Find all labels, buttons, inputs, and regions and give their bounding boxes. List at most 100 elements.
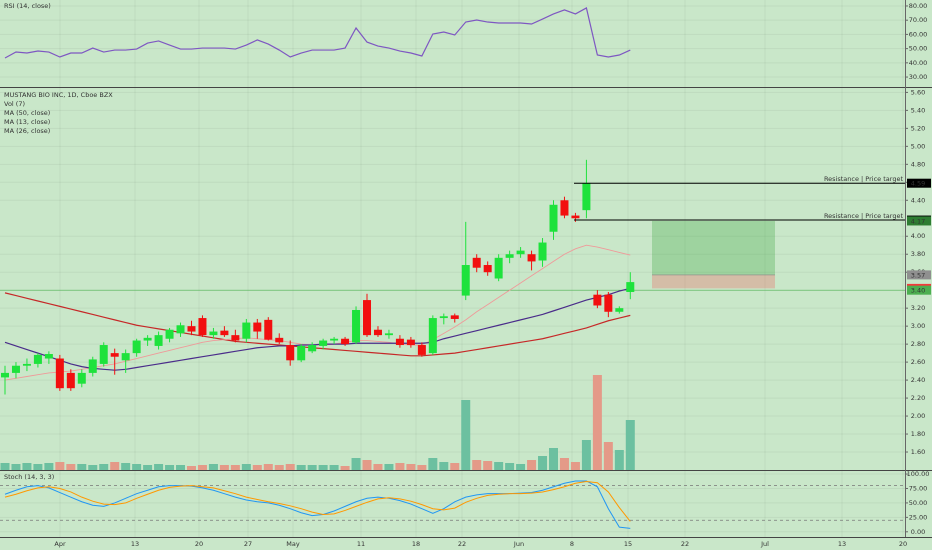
candle-body xyxy=(110,353,119,357)
candle-body xyxy=(220,330,229,336)
volume-bar xyxy=(230,465,240,470)
candle-body xyxy=(143,337,152,341)
y-tick-label: 4.40 xyxy=(911,196,925,204)
volume-bar xyxy=(592,375,602,470)
y-tick-label: 1.60 xyxy=(911,448,925,456)
candle-body xyxy=(439,316,448,319)
volume-bar xyxy=(516,464,526,470)
volume-bar xyxy=(252,465,262,470)
candle-body xyxy=(571,215,580,219)
candle-body xyxy=(516,250,525,255)
y-tick-label: 5.00 xyxy=(911,142,925,150)
x-tick-label: 11 xyxy=(357,540,365,548)
candle-body xyxy=(154,335,163,346)
candle-body xyxy=(494,257,503,279)
volume-legend: Vol (7) xyxy=(4,100,25,108)
y-tick-label: 2.80 xyxy=(911,340,925,348)
volume-bar xyxy=(527,460,537,470)
y-tick-label: 5.60 xyxy=(911,88,925,96)
candle-body xyxy=(99,345,108,364)
candle-body xyxy=(593,294,602,306)
volume-bar xyxy=(44,463,54,470)
volume-bar xyxy=(274,465,284,470)
candle-body xyxy=(352,309,361,343)
volume-bar xyxy=(417,465,427,470)
volume-bar xyxy=(55,462,65,470)
candle-body xyxy=(308,345,317,352)
price-label: 4.59 xyxy=(911,180,925,188)
candle-body xyxy=(472,257,481,268)
y-tick-label: 4.80 xyxy=(911,160,925,168)
volume-bar xyxy=(625,420,635,470)
candle-body xyxy=(11,365,20,373)
rsi-title: RSI (14, close) xyxy=(4,2,51,10)
candle-body xyxy=(176,325,185,334)
candle-body xyxy=(319,340,328,346)
volume-bar xyxy=(186,466,196,470)
volume-bar xyxy=(208,464,218,470)
volume-bar xyxy=(395,463,405,470)
annotation-text: Resistance | Price target xyxy=(824,175,903,183)
y-tick-label: 3.80 xyxy=(911,250,925,258)
stop-zone xyxy=(652,274,775,289)
candle-body xyxy=(527,254,536,262)
y-tick-label: 25.00 xyxy=(909,513,928,521)
candle-body xyxy=(77,372,86,384)
candle-body xyxy=(582,183,591,211)
y-tick-label: 4.00 xyxy=(911,232,925,240)
candle-body xyxy=(33,354,42,364)
y-tick-label: 60.00 xyxy=(909,30,928,38)
volume-bar xyxy=(33,464,43,470)
candle-body xyxy=(231,335,240,341)
volume-bar xyxy=(22,463,32,470)
y-tick-label: 0.00 xyxy=(911,528,925,536)
price-label-box xyxy=(907,270,931,280)
volume-bar xyxy=(197,465,207,470)
annotation-text: Resistance | Price target xyxy=(824,212,903,220)
candle-body xyxy=(406,339,415,346)
x-tick-label: Jul xyxy=(760,540,769,548)
candle-body xyxy=(330,338,339,341)
volume-bar xyxy=(154,464,164,470)
volume-bar xyxy=(88,465,98,470)
series-line xyxy=(4,7,631,59)
y-tick-label: 2.40 xyxy=(911,376,925,384)
y-tick-label: 50.00 xyxy=(909,45,928,53)
volume-bar xyxy=(472,460,482,470)
volume-bar xyxy=(241,464,251,470)
candle-body xyxy=(428,318,437,354)
y-tick-label: 5.20 xyxy=(911,124,925,132)
volume-bar xyxy=(99,464,109,470)
candle-body xyxy=(450,315,459,319)
x-tick-label: 20 xyxy=(195,540,203,548)
candle-body xyxy=(560,200,569,216)
candle-body xyxy=(275,337,284,343)
volume-bar xyxy=(318,465,328,470)
volume-bar xyxy=(450,463,460,470)
candle-body xyxy=(417,345,426,355)
volume-bar xyxy=(11,464,21,470)
volume-bar xyxy=(505,463,515,470)
candle-body xyxy=(341,338,350,345)
y-tick-label: 2.00 xyxy=(911,412,925,420)
candle-body xyxy=(44,354,53,359)
volume-bar xyxy=(340,466,350,470)
candle-body xyxy=(505,254,514,258)
x-tick-label: 22 xyxy=(458,540,466,548)
candle-body xyxy=(373,329,382,336)
volume-bar xyxy=(483,461,493,470)
y-tick-label: 80.00 xyxy=(909,2,928,10)
candle-body xyxy=(286,345,295,361)
volume-bar xyxy=(384,464,394,470)
y-tick-label: 2.60 xyxy=(911,358,925,366)
volume-bar xyxy=(110,462,120,470)
ma-legend: MA (13, close) xyxy=(4,118,50,126)
candle-body xyxy=(253,322,262,332)
candle-body xyxy=(549,204,558,232)
candle-body xyxy=(187,326,196,332)
volume-bar xyxy=(428,458,438,470)
x-tick-label: 13 xyxy=(131,540,139,548)
plot: Resistance | Price target Resistance | Pr… xyxy=(0,0,908,537)
volume-bar xyxy=(329,465,339,470)
